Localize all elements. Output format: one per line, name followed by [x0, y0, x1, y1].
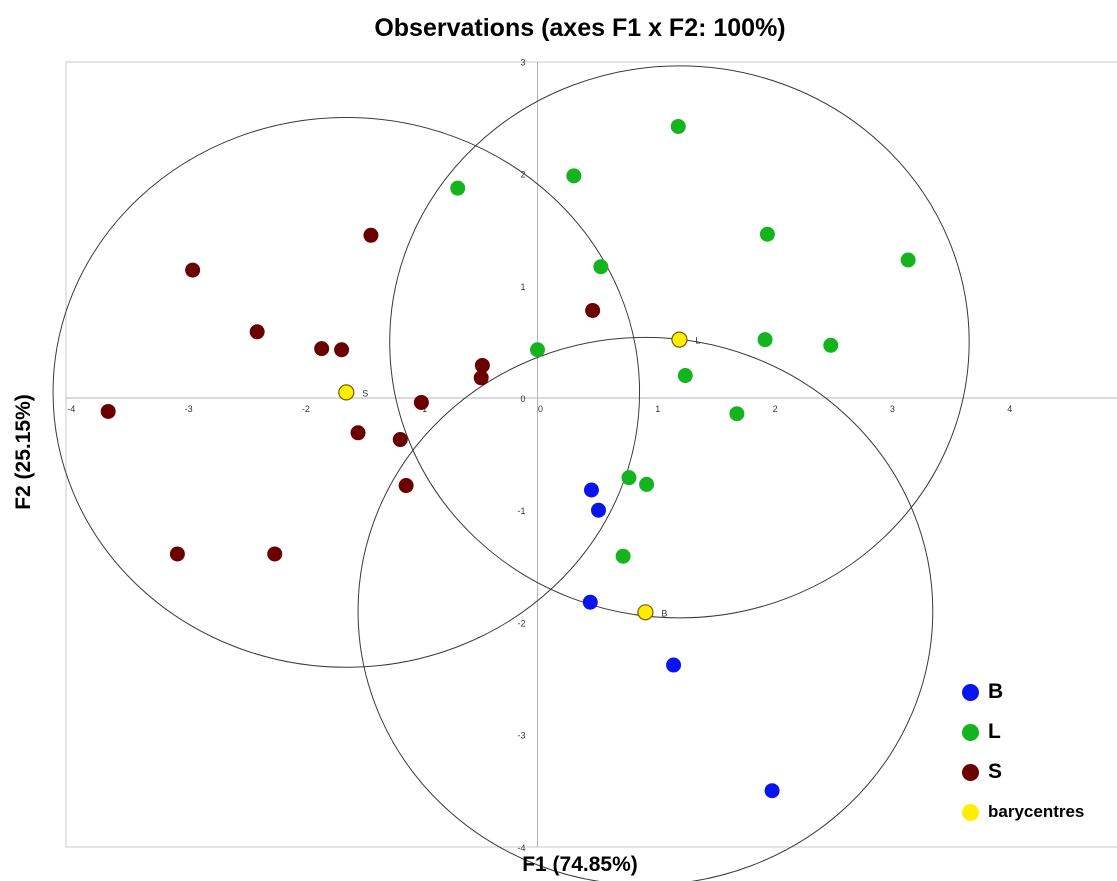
barycentre-point-b	[637, 604, 654, 621]
point-s	[473, 370, 489, 386]
barycentre-point-s	[338, 384, 355, 401]
y-tick-label: -4	[517, 843, 525, 853]
x-axis-label: F1 (74.85%)	[522, 853, 638, 876]
point-s	[585, 302, 601, 318]
point-s	[185, 262, 201, 278]
y-tick-label: -3	[517, 731, 525, 741]
y-axis-label: F2 (25.15%)	[12, 394, 35, 510]
point-l	[729, 406, 745, 422]
point-l	[757, 332, 773, 348]
confidence-circle-s	[52, 117, 641, 668]
confidence-circle-l	[389, 65, 970, 619]
x-tick-label: 0	[538, 404, 543, 414]
point-l	[670, 118, 686, 134]
legend-label-l: L	[988, 720, 1001, 743]
legend-swatch-l	[962, 723, 979, 741]
barycentre-point-l	[671, 331, 688, 348]
x-tick-label: -2	[302, 404, 310, 414]
point-b	[764, 783, 780, 799]
legend: B L S barycentres	[962, 672, 1112, 832]
plot-frame	[65, 61, 1117, 848]
confidence-circles	[52, 65, 970, 881]
point-s	[392, 432, 408, 448]
point-s	[334, 342, 350, 358]
point-l	[639, 476, 655, 492]
point-l	[530, 342, 545, 358]
point-l	[677, 368, 693, 384]
point-l	[593, 259, 609, 275]
barycentre-label: B	[661, 608, 667, 618]
legend-label-s: S	[988, 760, 1003, 783]
legend-swatch-s	[962, 763, 979, 781]
point-s	[398, 478, 414, 494]
point-b	[666, 657, 682, 673]
legend-item-s: S	[962, 752, 1112, 792]
legend-item-barycentres: barycentres	[962, 792, 1112, 832]
x-tick-label: -4	[67, 404, 75, 414]
y-tick-label: -2	[517, 618, 525, 628]
legend-label-barycentres: barycentres	[988, 802, 1085, 821]
y-tick-label: 3	[520, 57, 525, 67]
point-s	[474, 357, 490, 373]
barycentre-label: S	[362, 388, 368, 398]
x-tick-label: 4	[1007, 404, 1012, 414]
point-l	[450, 180, 466, 196]
point-l	[621, 470, 637, 486]
confidence-circle-b	[357, 336, 934, 881]
point-s	[413, 394, 429, 410]
point-l	[566, 168, 582, 184]
point-s	[249, 324, 265, 340]
legend-label-b: B	[988, 680, 1004, 703]
x-tick-label: 3	[890, 404, 895, 414]
legend-swatch-b	[962, 683, 979, 701]
legend-swatch-barycentres	[962, 803, 979, 821]
point-l	[900, 252, 916, 268]
point-s	[267, 546, 283, 562]
chart-title: Observations (axes F1 x F2: 100%)	[374, 14, 786, 42]
legend-item-l: L	[962, 712, 1112, 752]
point-l	[823, 337, 839, 353]
y-tick-label: 1	[520, 282, 525, 292]
y-tick-label: 2	[520, 170, 525, 180]
point-s	[363, 227, 379, 243]
point-b	[583, 482, 599, 498]
point-b	[582, 594, 598, 610]
barycentre-points: B L S	[338, 331, 700, 621]
point-l	[615, 548, 631, 564]
point-b	[590, 502, 606, 518]
x-tick-label: -3	[185, 404, 193, 414]
point-s	[314, 341, 330, 357]
legend-item-b: B	[962, 672, 1112, 712]
x-tick-label: 2	[773, 404, 778, 414]
data-points	[100, 118, 916, 799]
point-l	[759, 226, 775, 242]
point-s	[350, 425, 366, 441]
x-tick-label: 1	[655, 404, 660, 414]
barycentre-label: L	[695, 336, 700, 346]
point-s	[169, 546, 185, 562]
point-s	[100, 403, 116, 419]
y-tick-label: -1	[517, 506, 525, 516]
y-tick-label: 0	[520, 394, 525, 404]
